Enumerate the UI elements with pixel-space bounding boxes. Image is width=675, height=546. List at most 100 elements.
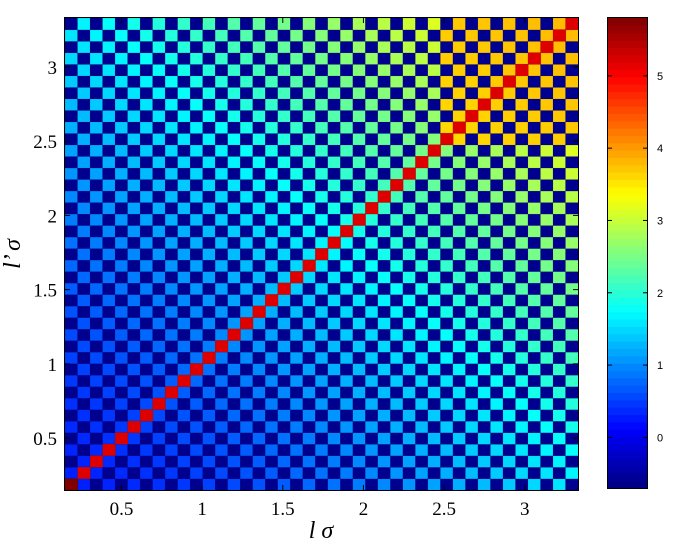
heatmap-cell <box>527 63 542 77</box>
heatmap-cell <box>239 328 254 341</box>
heatmap-cell <box>565 466 579 480</box>
heatmap-cell <box>177 409 191 422</box>
diagonal-cell <box>515 63 529 77</box>
heatmap-cell <box>77 294 91 307</box>
heatmap-cell <box>189 132 204 146</box>
heatmap-cell <box>315 443 329 457</box>
heatmap-cell <box>102 75 116 88</box>
heatmap-cell <box>552 478 567 491</box>
heatmap-cell <box>427 213 441 226</box>
heatmap-cell <box>340 294 354 307</box>
heatmap-cell <box>265 386 279 399</box>
heatmap-cell <box>64 271 79 284</box>
heatmap-cell <box>365 443 379 457</box>
heatmap-cell <box>114 397 129 411</box>
heatmap-cell <box>164 98 179 111</box>
heatmap-cell <box>114 109 129 123</box>
heatmap-cell <box>340 374 354 387</box>
diagonal-cell <box>315 248 329 261</box>
heatmap-cell <box>390 317 404 330</box>
heatmap-cell <box>477 294 492 307</box>
heatmap-cell <box>340 167 354 180</box>
heatmap-cell <box>239 340 254 353</box>
heatmap-cell <box>177 201 191 215</box>
heatmap-cell <box>64 155 79 169</box>
heatmap-cell <box>552 340 567 353</box>
heatmap-cell <box>340 397 354 411</box>
heatmap-cell <box>164 225 179 238</box>
heatmap-cell <box>77 121 91 134</box>
heatmap-cell <box>214 213 229 226</box>
heatmap-cell <box>239 363 254 376</box>
heatmap-cell <box>377 386 391 399</box>
heatmap-cell <box>365 328 379 341</box>
heatmap-cell <box>139 98 154 111</box>
heatmap-cell <box>302 248 316 261</box>
colorbar-segment <box>608 385 647 394</box>
heatmap-cell <box>340 248 354 261</box>
heatmap-cell <box>315 86 329 100</box>
heatmap-cell <box>565 63 579 77</box>
heatmap-cell <box>377 63 391 77</box>
heatmap-cell <box>189 86 204 100</box>
heatmap-cell <box>427 155 441 169</box>
heatmap-cell <box>164 144 179 157</box>
heatmap-cell <box>452 248 466 261</box>
heatmap-cell <box>152 75 166 88</box>
heatmap-cell <box>89 409 104 422</box>
heatmap-cell <box>452 351 466 364</box>
heatmap-cell <box>315 225 329 238</box>
heatmap-cell <box>515 397 529 411</box>
heatmap-cell <box>402 213 416 226</box>
heatmap-cell <box>365 178 379 192</box>
heatmap-cell <box>527 236 542 249</box>
heatmap-cell <box>490 397 504 411</box>
heatmap-cell <box>527 29 542 42</box>
heatmap-cell <box>540 271 554 284</box>
colorbar-segment <box>608 164 647 173</box>
heatmap-cell <box>340 305 354 318</box>
heatmap-cell <box>527 409 542 422</box>
heatmap-cell <box>365 167 379 180</box>
heatmap-cell <box>502 167 517 180</box>
colorbar-segment <box>608 399 647 408</box>
heatmap-cell <box>552 305 567 318</box>
heatmap-cell <box>502 386 517 399</box>
heatmap-cell <box>452 397 466 411</box>
heatmap-cell <box>365 340 379 353</box>
heatmap-cell <box>227 201 241 215</box>
heatmap-cell <box>214 17 229 31</box>
heatmap-cell <box>427 386 441 399</box>
heatmap-cell <box>390 386 404 399</box>
heatmap-cell <box>239 109 254 123</box>
heatmap-cell <box>452 271 466 284</box>
heatmap-cell <box>277 29 291 42</box>
heatmap-cell <box>415 17 429 31</box>
heatmap-cell <box>277 248 291 261</box>
heatmap-cell <box>127 317 141 330</box>
heatmap-cell <box>340 144 354 157</box>
heatmap-cell <box>127 52 141 65</box>
heatmap-cell <box>89 420 104 434</box>
heatmap-cell <box>552 213 567 226</box>
heatmap-cell <box>452 282 466 295</box>
heatmap-cell <box>302 132 316 146</box>
x-axis-label: l σ <box>309 518 335 544</box>
heatmap-cell <box>540 75 554 88</box>
heatmap-cell <box>415 213 429 226</box>
heatmap-cell <box>377 294 391 307</box>
heatmap-cell <box>502 478 517 491</box>
heatmap-cell <box>252 190 266 203</box>
heatmap-cell <box>177 144 191 157</box>
heatmap-cell <box>89 75 104 88</box>
heatmap-cell <box>152 363 166 376</box>
heatmap-cell <box>527 86 542 100</box>
y-tick-label: 2.5 <box>33 132 57 153</box>
heatmap-cell <box>64 144 79 157</box>
heatmap-cell <box>390 144 404 157</box>
heatmap-cell <box>502 201 517 215</box>
diagonal-cell <box>152 397 166 411</box>
heatmap-cell <box>277 478 291 491</box>
heatmap-cell <box>427 167 441 180</box>
heatmap-cell <box>77 86 91 100</box>
